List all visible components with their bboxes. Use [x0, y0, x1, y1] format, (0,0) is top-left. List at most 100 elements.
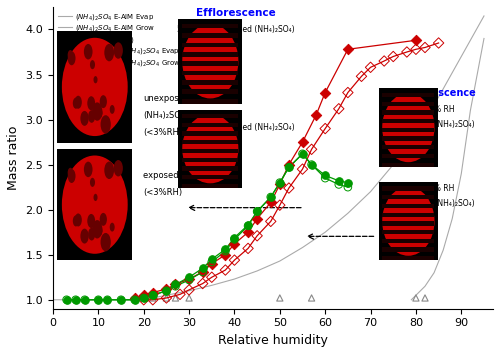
Point — [130, 295, 138, 301]
Ellipse shape — [88, 228, 95, 240]
Point — [149, 290, 157, 295]
Point — [104, 297, 112, 303]
Ellipse shape — [92, 102, 102, 121]
Point — [253, 233, 261, 239]
Ellipse shape — [68, 51, 76, 65]
Bar — [182, 90, 238, 94]
Ellipse shape — [182, 114, 238, 183]
Point — [321, 126, 329, 131]
Point — [230, 236, 238, 242]
Point — [230, 241, 238, 247]
Point — [285, 165, 293, 170]
Bar — [382, 204, 434, 208]
Point — [335, 178, 343, 184]
Text: exposed (NH₄)₂SO₄: exposed (NH₄)₂SO₄ — [143, 171, 223, 181]
Point — [276, 180, 284, 185]
Point — [176, 292, 184, 297]
Point — [185, 274, 193, 280]
Bar — [182, 131, 238, 136]
Point — [421, 45, 429, 50]
Point — [130, 297, 138, 303]
Point — [222, 248, 230, 254]
Bar — [182, 24, 238, 28]
Bar — [182, 80, 238, 85]
Point — [244, 223, 252, 229]
Bar — [182, 33, 238, 38]
Point — [117, 297, 125, 303]
Text: (<3%RH): (<3%RH) — [143, 128, 182, 137]
Bar — [382, 102, 434, 106]
Ellipse shape — [92, 220, 102, 239]
Point — [253, 209, 261, 214]
Point — [321, 173, 329, 178]
Point — [230, 257, 238, 263]
Bar — [182, 149, 238, 153]
Point — [344, 90, 352, 95]
Text: (exposed (NH₄)₂SO₄): (exposed (NH₄)₂SO₄) — [397, 199, 474, 207]
Bar — [182, 140, 238, 144]
Point — [140, 297, 147, 303]
Bar — [382, 221, 434, 225]
Point — [308, 295, 316, 301]
Ellipse shape — [110, 223, 114, 232]
Bar — [382, 110, 434, 115]
Bar — [382, 247, 434, 252]
Point — [149, 297, 157, 303]
Ellipse shape — [90, 60, 95, 69]
Bar — [182, 71, 238, 75]
Point — [172, 295, 179, 301]
Ellipse shape — [98, 109, 102, 116]
Bar — [182, 158, 238, 162]
Point — [162, 295, 170, 301]
Point — [198, 281, 206, 286]
Bar — [382, 212, 434, 217]
X-axis label: Relative humidity: Relative humidity — [218, 334, 328, 347]
Bar — [182, 114, 238, 118]
Point — [198, 269, 206, 275]
Point — [380, 58, 388, 64]
Point — [403, 49, 411, 55]
Ellipse shape — [100, 233, 111, 251]
Point — [230, 235, 238, 240]
Y-axis label: Mass ratio: Mass ratio — [7, 126, 20, 190]
Ellipse shape — [88, 214, 95, 228]
Ellipse shape — [182, 24, 238, 98]
Bar — [382, 195, 434, 199]
Point — [276, 295, 284, 301]
Point — [321, 175, 329, 181]
Bar — [382, 128, 434, 132]
Point — [149, 292, 157, 298]
Ellipse shape — [88, 96, 95, 110]
Point — [198, 269, 206, 275]
Ellipse shape — [80, 111, 88, 126]
Bar — [182, 61, 238, 66]
Point — [117, 297, 125, 303]
Text: 51.2% RH: 51.2% RH — [417, 183, 455, 193]
Point — [94, 297, 102, 303]
Point — [344, 180, 352, 185]
Point — [253, 209, 261, 214]
Point — [244, 222, 252, 228]
Ellipse shape — [98, 227, 102, 236]
Point — [162, 295, 170, 301]
Point — [222, 267, 230, 273]
Point — [140, 292, 147, 298]
Point — [412, 46, 420, 52]
Text: (NH₄)₂SO₄: (NH₄)₂SO₄ — [143, 111, 184, 120]
Point — [244, 246, 252, 251]
Ellipse shape — [62, 38, 128, 136]
Point — [421, 295, 429, 301]
Point — [130, 297, 138, 303]
Bar — [382, 93, 434, 97]
Ellipse shape — [74, 213, 82, 227]
Point — [94, 297, 102, 303]
Point — [308, 162, 316, 167]
Point — [244, 229, 252, 235]
Point — [358, 74, 366, 79]
Point — [104, 297, 112, 303]
Point — [172, 282, 179, 287]
Ellipse shape — [382, 187, 434, 256]
Point — [208, 256, 216, 262]
Bar — [382, 256, 434, 261]
Text: 47.3% RH (exposed (NH₄)₂SO₄): 47.3% RH (exposed (NH₄)₂SO₄) — [177, 123, 294, 132]
